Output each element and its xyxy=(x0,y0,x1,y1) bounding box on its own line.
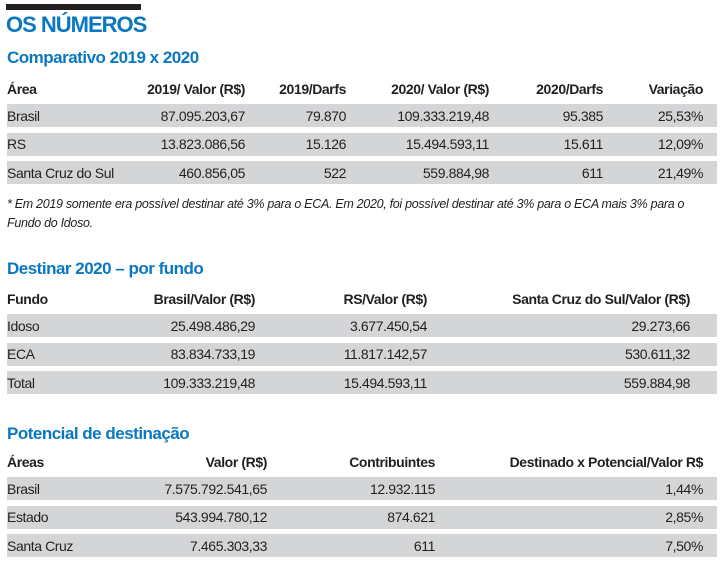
table-header-row: Áreas Valor (R$) Contribuintes Destinado x … xyxy=(7,450,717,473)
decorative-top-bar xyxy=(6,4,141,10)
table-header-row: Área 2019/ Valor (R$) 2019/Darfs 2020/ Valo… xyxy=(7,77,717,100)
column-header: RS/Valor (R$) xyxy=(343,290,428,307)
table-row: Idoso 25.498.486,29 3.677.450,54 29.273,66 xyxy=(7,314,717,337)
potencial-table: Áreas Valor (R$) Contribuintes Destinado x … xyxy=(7,450,717,563)
table-cell: 109.333.219,48 xyxy=(163,374,255,391)
table-cell: 530.611,32 xyxy=(624,346,690,362)
table-cell: 79.870 xyxy=(305,107,347,124)
table-cell: Brasil xyxy=(7,107,40,124)
table-row: RS 13.823.086,56 15.126 15.494.593,11 15.611… xyxy=(7,132,717,156)
column-header: 2019/ Valor (R$) xyxy=(147,80,245,97)
table-cell: Santa Cruz xyxy=(7,537,74,554)
column-header: Fundo xyxy=(7,290,48,307)
comparativo-title: Comparativo 2019 x 2020 xyxy=(7,48,199,67)
column-header: Áreas xyxy=(7,453,44,470)
column-header: Valor (R$) xyxy=(205,453,268,470)
column-header: 2019/Darfs xyxy=(279,80,346,97)
table-row: Santa Cruz 7.465.303,33 611 7,50% xyxy=(7,534,717,557)
table-cell: 12.932.115 xyxy=(369,480,435,497)
table-row: Santa Cruz do Sul 460.856,05 522 559.884,98… xyxy=(7,161,717,184)
table-cell: 543.994.780,12 xyxy=(175,509,267,525)
table-cell: 29.273,66 xyxy=(631,317,690,334)
table-cell: 21,49% xyxy=(657,164,703,181)
column-header: 2020/Darfs xyxy=(536,80,603,97)
table-cell: 2,85% xyxy=(665,509,703,525)
comparativo-table: Área 2019/ Valor (R$) 2019/Darfs 2020/ Valo… xyxy=(7,77,717,190)
table-cell: 611 xyxy=(581,164,604,181)
column-header: Contribuintes xyxy=(349,453,435,470)
table-cell: 7.465.303,33 xyxy=(190,537,267,554)
table-cell: Idoso xyxy=(7,317,40,334)
table-cell: 109.333.219,48 xyxy=(397,107,489,124)
table-cell: Estado xyxy=(7,509,49,525)
column-header: Área xyxy=(7,80,37,97)
table-cell: 83.834.733,19 xyxy=(170,346,256,362)
table-cell: RS xyxy=(7,136,26,152)
table-cell: 15.494.593,11 xyxy=(343,374,428,391)
table-header-row: Fundo Brasil/Valor (R$) RS/Valor (R$) Santa… xyxy=(7,287,717,310)
column-header: Variação xyxy=(648,80,704,97)
column-header: Destinado x Potencial/Valor R$ xyxy=(509,453,704,470)
table-cell: 13.823.086,56 xyxy=(160,136,246,152)
table-cell: 25.498.486,29 xyxy=(170,317,256,334)
page-title: OS NÚMEROS xyxy=(6,12,147,37)
table-row: Brasil 7.575.792.541,65 12.932.115 1,44% xyxy=(7,477,717,500)
table-cell: ECA xyxy=(7,346,35,362)
comparativo-footnote: * Em 2019 somente era possível destinar … xyxy=(7,197,685,230)
table-cell: 611 xyxy=(413,537,436,554)
table-row: Total 109.333.219,48 15.494.593,11 559.884,… xyxy=(7,371,717,394)
table-cell: 15.126 xyxy=(305,136,347,152)
destinar-table: Fundo Brasil/Valor (R$) RS/Valor (R$) Santa… xyxy=(7,287,717,400)
table-cell: 7,50% xyxy=(665,537,703,554)
table-cell: 15.611 xyxy=(563,136,604,152)
table-cell: Total xyxy=(7,374,35,391)
table-cell: 11.817.142,57 xyxy=(343,346,428,362)
table-cell: 12,09% xyxy=(657,136,703,152)
table-cell: Santa Cruz do Sul xyxy=(7,164,114,181)
table-cell: Brasil xyxy=(7,480,40,497)
table-cell: 460.856,05 xyxy=(178,164,245,181)
table-cell: 87.095.203,67 xyxy=(160,107,246,124)
potencial-title: Potencial de destinação xyxy=(7,424,190,443)
table-cell: 559.884,98 xyxy=(623,374,690,391)
column-header: Brasil/Valor (R$) xyxy=(153,290,256,307)
table-cell: 95.385 xyxy=(562,107,604,124)
table-row: Brasil 87.095.203,67 79.870 109.333.219,48 9… xyxy=(7,104,717,127)
table-cell: 874.621 xyxy=(387,509,435,525)
table-row: ECA 83.834.733,19 11.817.142,57 530.611,32 xyxy=(7,342,717,366)
table-row: Estado 543.994.780,12 874.621 2,85% xyxy=(7,505,717,529)
table-cell: 15.494.593,11 xyxy=(405,136,490,152)
column-header: 2020/ Valor (R$) xyxy=(391,80,489,97)
table-cell: 7.575.792.541,65 xyxy=(164,480,267,497)
table-cell: 3.677.450,54 xyxy=(350,317,427,334)
destinar-title: Destinar 2020 – por fundo xyxy=(7,259,204,278)
column-header: Santa Cruz do Sul/Valor (R$) xyxy=(512,290,690,307)
table-cell: 25,53% xyxy=(657,107,703,124)
table-cell: 559.884,98 xyxy=(422,164,489,181)
table-cell: 1,44% xyxy=(665,480,703,497)
table-cell: 522 xyxy=(323,164,347,181)
